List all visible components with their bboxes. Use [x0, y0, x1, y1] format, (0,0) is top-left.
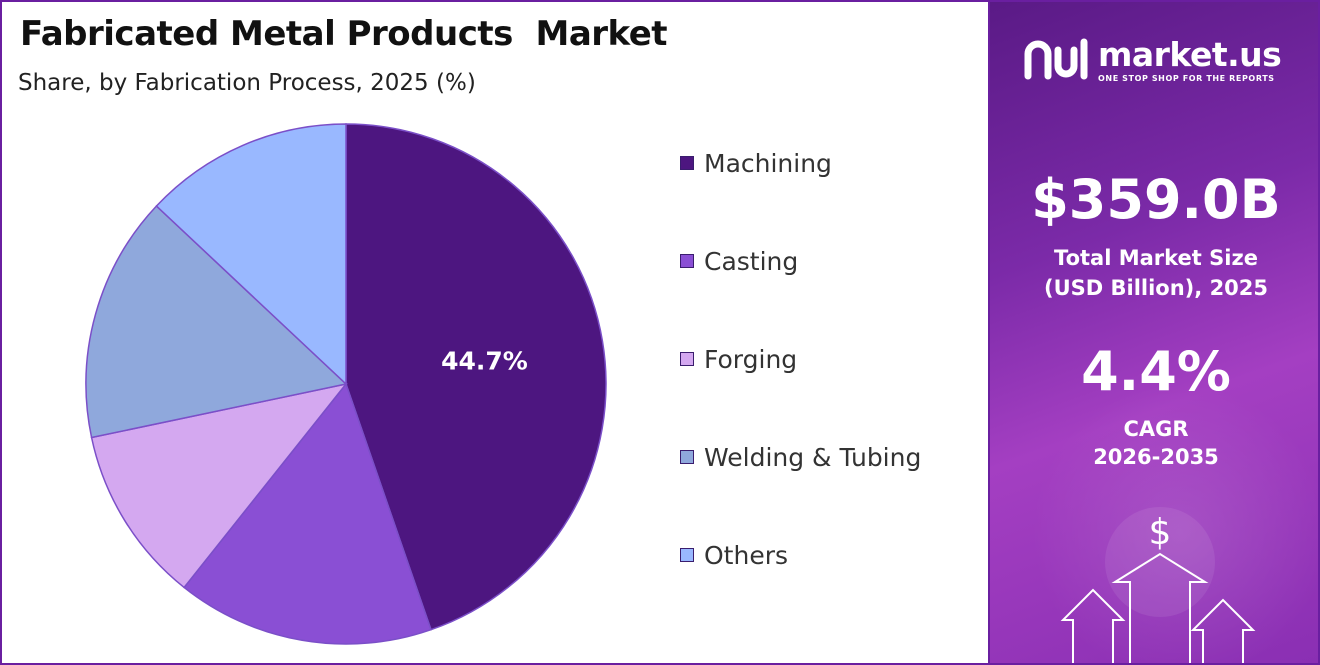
- market-us-logo-icon: [1024, 38, 1088, 80]
- market-size-label-line2: (USD Billion), 2025: [1043, 276, 1269, 300]
- brand-name: market.us: [1098, 34, 1282, 74]
- pie-chart: 44.7%: [85, 123, 607, 645]
- legend-item-forging: Forging: [680, 344, 797, 374]
- pie-slice-others: [155, 123, 347, 386]
- info-panel: market.us ONE STOP SHOP FOR THE REPORTS …: [988, 0, 1320, 665]
- brand-logo: market.us ONE STOP SHOP FOR THE REPORTS: [1022, 34, 1282, 84]
- legend-item-machining: Machining: [680, 148, 832, 178]
- pie-slice-welding-tubing: [85, 204, 348, 439]
- arrow-up-icon-center: [1111, 552, 1209, 663]
- chart-subtitle: Share, by Fabrication Process, 2025 (%): [18, 70, 476, 96]
- cagr-label-line2: 2026-2035: [1093, 445, 1219, 469]
- pie-slice-machining: [345, 123, 607, 631]
- legend-swatch: [680, 450, 694, 464]
- legend-item-others: Others: [680, 540, 788, 570]
- legend-label: Forging: [704, 344, 798, 374]
- legend-label: Casting: [704, 246, 799, 276]
- pie-slice-forging: [90, 382, 348, 589]
- legend-item-welding-tubing: Welding & Tubing: [680, 442, 921, 472]
- panel-glow-decoration: [1030, 382, 1318, 663]
- legend-label: Others: [704, 540, 789, 570]
- market-size-value: $359.0B: [1031, 168, 1281, 231]
- chart-title: Fabricated Metal Products Market: [20, 14, 668, 54]
- legend-swatch: [680, 548, 694, 562]
- legend-item-casting: Casting: [680, 246, 798, 276]
- dollar-icon: $: [1149, 512, 1172, 553]
- pie-slice-casting: [183, 382, 432, 645]
- arrow-up-icon-right: [1190, 598, 1256, 663]
- cagr-label-line1: CAGR: [1123, 417, 1189, 441]
- legend-swatch: [680, 156, 694, 170]
- legend-swatch: [680, 352, 694, 366]
- legend-label: Machining: [704, 148, 832, 178]
- legend-label: Welding & Tubing: [704, 442, 922, 472]
- market-size-label-line1: Total Market Size: [1054, 246, 1258, 270]
- growth-arrows-decoration: $: [1060, 507, 1256, 663]
- brand-tagline: ONE STOP SHOP FOR THE REPORTS: [1098, 73, 1275, 83]
- chart-area: Fabricated Metal Products Market Share, …: [18, 14, 921, 645]
- legend-swatch: [680, 254, 694, 268]
- data-label-machining: 44.7%: [441, 347, 528, 376]
- arrow-up-icon-left: [1060, 588, 1126, 663]
- cagr-value: 4.4%: [1081, 340, 1231, 403]
